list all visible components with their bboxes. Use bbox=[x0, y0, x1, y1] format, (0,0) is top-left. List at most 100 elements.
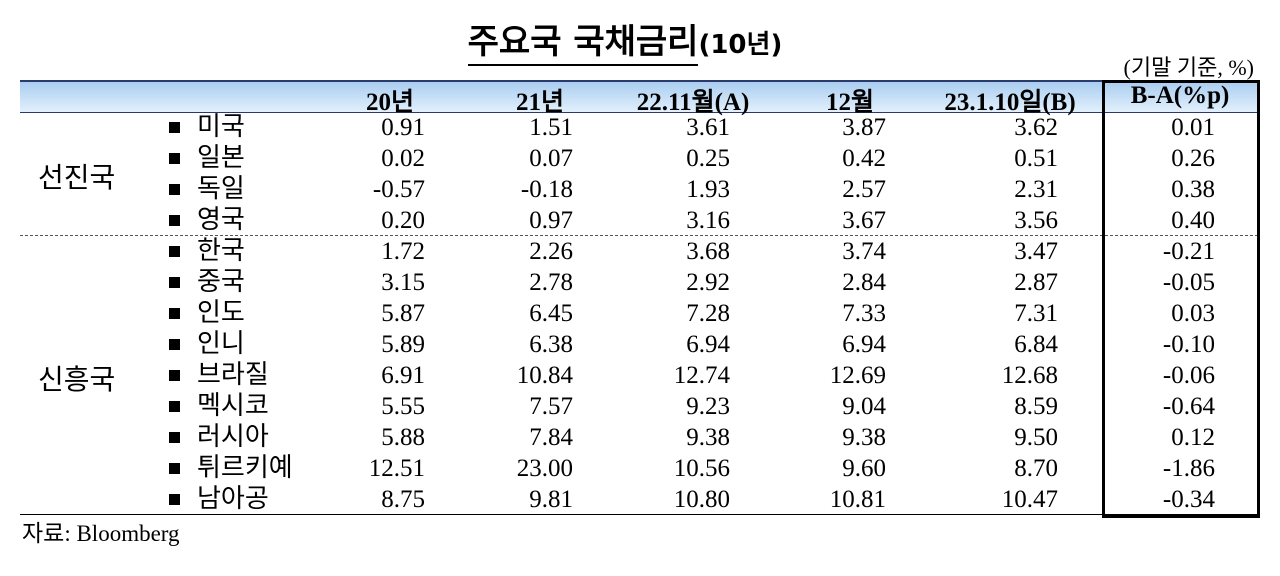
bullet bbox=[169, 463, 180, 474]
country-name: 중국 bbox=[197, 267, 245, 297]
source: 자료: Bloomberg bbox=[22, 521, 180, 546]
value-cell: -0.05 bbox=[1162, 269, 1215, 296]
bottom-rule bbox=[20, 514, 1258, 515]
title-text: 주요국 국채금리 bbox=[467, 22, 699, 66]
header-cell: B-A(%p) bbox=[1130, 82, 1230, 109]
value-cell: 5.89 bbox=[381, 331, 425, 358]
value-cell: 0.51 bbox=[1014, 145, 1058, 172]
bullet bbox=[169, 308, 180, 319]
country-name: 한국 bbox=[197, 236, 245, 266]
value-cell: -0.34 bbox=[1162, 486, 1215, 513]
value-cell: 2.57 bbox=[842, 176, 886, 203]
country-name: 멕시코 bbox=[197, 391, 269, 421]
value-cell: 8.59 bbox=[1014, 393, 1058, 420]
value-cell: 3.62 bbox=[1014, 114, 1058, 141]
value-cell: 9.60 bbox=[842, 455, 886, 482]
value-cell: 6.94 bbox=[686, 331, 730, 358]
value-cell: 9.04 bbox=[842, 393, 886, 420]
value-cell: 0.20 bbox=[381, 207, 425, 234]
group-label: 신흥국 bbox=[38, 362, 116, 396]
value-cell: 1.72 bbox=[381, 238, 425, 265]
country-name: 인니 bbox=[197, 329, 245, 359]
value-cell: 12.51 bbox=[368, 455, 425, 482]
country-name: 남아공 bbox=[197, 484, 269, 514]
bullet bbox=[169, 401, 180, 412]
title-suffix: (10년) bbox=[698, 30, 783, 60]
group-label: 선진국 bbox=[38, 161, 116, 194]
value-cell: 0.38 bbox=[1171, 176, 1215, 203]
value-cell: 5.55 bbox=[381, 393, 425, 420]
country-name: 브라질 bbox=[197, 360, 269, 390]
value-cell: 0.40 bbox=[1171, 207, 1215, 234]
bullet bbox=[169, 339, 180, 350]
value-cell: 3.74 bbox=[842, 238, 886, 265]
value-cell: 10.80 bbox=[673, 486, 730, 513]
bullet bbox=[169, 122, 180, 133]
country-name: 일본 bbox=[197, 143, 245, 173]
value-cell: 3.56 bbox=[1014, 207, 1058, 234]
value-cell: 3.87 bbox=[842, 114, 886, 141]
unit: (기말 기준, %) bbox=[1123, 55, 1254, 80]
value-cell: 0.26 bbox=[1171, 145, 1215, 172]
bullet bbox=[169, 153, 180, 164]
header-cell: 22.11월(A) bbox=[636, 89, 750, 116]
value-cell: 10.81 bbox=[829, 486, 886, 513]
header-cell: 23.1.10일(B) bbox=[944, 89, 1076, 116]
header-cell: 12월 bbox=[825, 89, 874, 116]
value-cell: 9.81 bbox=[529, 486, 573, 513]
value-cell: 6.45 bbox=[529, 300, 573, 327]
value-cell: 0.91 bbox=[381, 114, 425, 141]
value-cell: 0.02 bbox=[381, 145, 425, 172]
bullet bbox=[169, 246, 180, 257]
value-cell: 5.87 bbox=[381, 300, 425, 327]
value-cell: 6.94 bbox=[842, 331, 886, 358]
value-cell: 9.38 bbox=[686, 424, 730, 451]
highlight-box bbox=[1102, 80, 1260, 518]
value-cell: 12.69 bbox=[829, 362, 886, 389]
value-cell: 9.23 bbox=[686, 393, 730, 420]
header-cell: 21년 bbox=[515, 89, 564, 116]
value-cell: 7.57 bbox=[529, 393, 573, 420]
value-cell: 12.68 bbox=[1001, 362, 1058, 389]
value-cell: 6.84 bbox=[1014, 331, 1058, 358]
value-cell: 0.07 bbox=[529, 145, 573, 172]
bullet bbox=[169, 432, 180, 443]
value-cell: 2.31 bbox=[1014, 176, 1058, 203]
bullet bbox=[169, 277, 180, 288]
value-cell: 1.93 bbox=[686, 176, 730, 203]
value-cell: 3.68 bbox=[686, 238, 730, 265]
group-separator bbox=[20, 235, 1258, 236]
country-name: 영국 bbox=[197, 205, 245, 235]
value-cell: 7.33 bbox=[842, 300, 886, 327]
value-cell: 3.16 bbox=[686, 207, 730, 234]
bullet bbox=[169, 370, 180, 381]
bullet bbox=[169, 184, 180, 195]
bullet bbox=[169, 494, 180, 505]
bullet bbox=[169, 215, 180, 226]
value-cell: 0.01 bbox=[1171, 114, 1215, 141]
value-cell: -0.64 bbox=[1162, 393, 1215, 420]
country-name: 튀르키예 bbox=[197, 453, 293, 483]
value-cell: 0.12 bbox=[1171, 424, 1215, 451]
value-cell: -1.86 bbox=[1162, 455, 1215, 482]
value-cell: 0.03 bbox=[1171, 300, 1215, 327]
value-cell: 12.74 bbox=[673, 362, 730, 389]
value-cell: -0.10 bbox=[1162, 331, 1215, 358]
value-cell: 2.87 bbox=[1014, 269, 1058, 296]
header-band bbox=[20, 80, 1258, 113]
value-cell: 7.84 bbox=[529, 424, 573, 451]
value-cell: 3.67 bbox=[842, 207, 886, 234]
value-cell: 2.84 bbox=[842, 269, 886, 296]
value-cell: 10.47 bbox=[1001, 486, 1058, 513]
value-cell: 7.31 bbox=[1014, 300, 1058, 327]
country-name: 독일 bbox=[197, 174, 245, 204]
value-cell: 2.26 bbox=[529, 238, 573, 265]
value-cell: 5.88 bbox=[381, 424, 425, 451]
value-cell: -0.06 bbox=[1162, 362, 1215, 389]
value-cell: 8.75 bbox=[381, 486, 425, 513]
value-cell: 3.61 bbox=[686, 114, 730, 141]
value-cell: -0.21 bbox=[1162, 238, 1215, 265]
value-cell: 10.56 bbox=[673, 455, 730, 482]
value-cell: 9.50 bbox=[1014, 424, 1058, 451]
